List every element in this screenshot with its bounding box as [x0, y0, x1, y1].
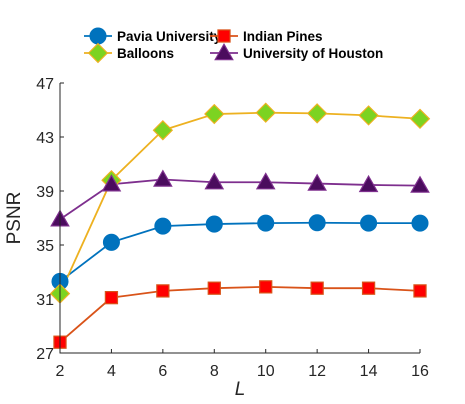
y-tick-label: 27	[36, 346, 54, 363]
data-point-indian-pines	[413, 284, 427, 298]
data-point-university-of-houston	[410, 175, 430, 193]
data-point-university-of-houston	[255, 172, 276, 190]
data-point-balloons	[152, 120, 174, 141]
data-point-university-of-houston	[204, 172, 225, 190]
legend-label-pavia-university: Pavia University	[117, 29, 222, 44]
data-point-indian-pines	[259, 280, 273, 294]
y-tick-label: 31	[36, 292, 54, 309]
x-tick-label: 6	[158, 363, 167, 380]
y-tick-label: 47	[36, 76, 54, 93]
data-point-pavia-university	[154, 217, 172, 235]
data-point-pavia-university	[102, 233, 120, 251]
series-line-indian-pines	[59, 285, 421, 343]
data-point-balloons	[255, 102, 276, 123]
data-point-balloons	[306, 103, 328, 124]
y-tick-label: 43	[36, 130, 54, 147]
data-point-pavia-university	[308, 214, 326, 232]
legend: Pavia University Indian Pines Balloons Univ…	[84, 27, 383, 64]
legend-marker-pavia-university	[89, 27, 107, 45]
data-point-indian-pines	[361, 281, 376, 295]
legend-marker-indian-pines	[217, 29, 231, 43]
x-axis-label: L	[235, 379, 246, 400]
data-point-balloons	[358, 105, 379, 126]
legend-marker-balloons	[87, 42, 109, 64]
data-point-pavia-university	[257, 214, 275, 232]
axis-frame	[59, 83, 420, 354]
axis-ticks: 2 4 6 8 10 12 14 16 27 31 35 39 43 47	[36, 76, 429, 380]
legend-label-university-of-houston: University of Houston	[243, 46, 383, 61]
y-tick-label: 35	[36, 238, 54, 255]
data-point-university-of-houston	[358, 174, 379, 193]
data-point-indian-pines	[156, 284, 170, 298]
data-point-pavia-university	[411, 214, 429, 232]
data-point-university-of-houston	[307, 173, 327, 191]
legend-label-balloons: Balloons	[117, 46, 174, 61]
data-point-indian-pines	[104, 291, 119, 305]
series-markers	[49, 102, 431, 349]
series-line-pavia-university	[59, 221, 420, 283]
data-point-indian-pines	[207, 281, 221, 295]
plot-area	[60, 83, 420, 353]
data-point-university-of-houston	[153, 169, 173, 187]
x-tick-label: 10	[257, 363, 275, 380]
data-point-university-of-houston	[101, 174, 122, 192]
data-point-pavia-university	[205, 215, 223, 233]
data-point-balloons	[204, 103, 225, 125]
legend-marker-university-of-houston	[214, 42, 234, 61]
data-point-pavia-university	[360, 214, 378, 232]
data-point-indian-pines	[310, 281, 324, 295]
y-tick-label: 39	[36, 184, 54, 201]
series-line-university-of-houston	[59, 178, 421, 221]
x-tick-label: 4	[107, 363, 116, 380]
x-tick-label: 16	[411, 363, 429, 380]
x-tick-label: 8	[210, 363, 219, 380]
data-point-balloons	[409, 108, 431, 129]
x-tick-label: 12	[308, 363, 326, 380]
y-axis-label: PSNR	[4, 192, 25, 245]
legend-label-indian-pines: Indian Pines	[243, 29, 323, 44]
x-tick-label: 14	[360, 363, 378, 380]
x-tick-label: 2	[56, 363, 65, 380]
